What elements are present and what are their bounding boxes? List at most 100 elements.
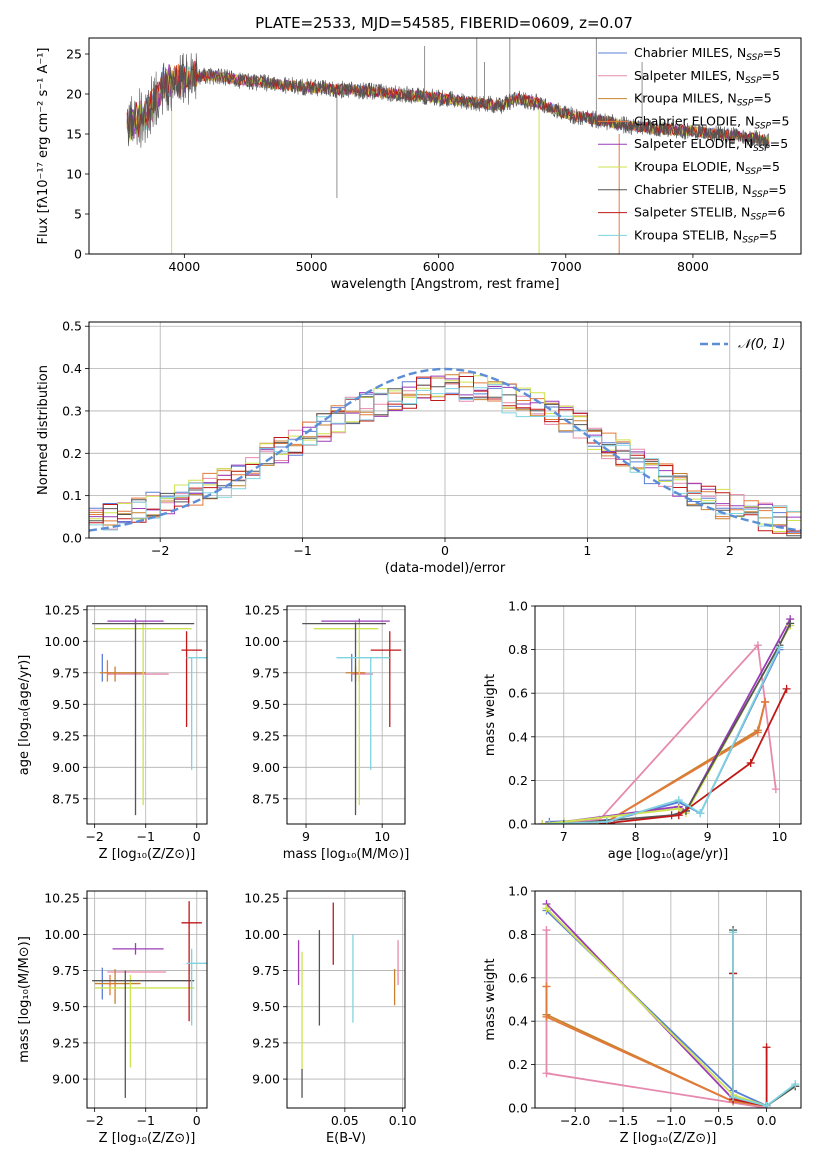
weight-marker (782, 684, 791, 693)
x-tick-label: 7000 (550, 259, 582, 274)
y-tick-label: 10 (66, 167, 82, 182)
y-tick-label: 8.75 (52, 791, 80, 806)
y-tick-label: 9.75 (52, 665, 80, 680)
x-tick-label: −1 (137, 829, 155, 844)
x-tick-label: −2.0 (560, 1113, 590, 1128)
y-tick-label: 9.75 (252, 963, 280, 978)
x-tick-label: 5000 (296, 259, 328, 274)
x-axis-label: E(B-V) (326, 1131, 366, 1146)
y-tick-label: 9.75 (52, 963, 80, 978)
weight-marker (545, 820, 554, 824)
y-tick-label: 9.25 (52, 728, 80, 743)
axes-frame (286, 890, 406, 1109)
y-tick-label: 0.5 (62, 319, 82, 334)
y-tick-label: 0.0 (508, 817, 528, 832)
x-tick-label: 0 (193, 1113, 201, 1128)
x-tick-label: 0.05 (331, 1113, 359, 1128)
y-tick-label: 9.75 (252, 665, 280, 680)
y-tick-label: 0.0 (62, 531, 82, 546)
x-tick-label: 4000 (168, 259, 200, 274)
weight-line (732, 932, 796, 1107)
weight-marker (696, 809, 705, 818)
legend-label: Salpeter ELODIE, NSSP=5 (634, 136, 788, 154)
legend-label: Salpeter MILES, NSSP=5 (634, 68, 780, 86)
plot-area (542, 900, 800, 1108)
x-tick-label: −2 (85, 829, 103, 844)
weight-marker (771, 785, 780, 794)
y-tick-label: 0.6 (508, 686, 528, 701)
y-tick-label: 0.6 (508, 970, 528, 985)
weight-line (549, 643, 777, 824)
x-tick-label: 9 (704, 829, 712, 844)
y-tick-label: 0.1 (62, 488, 82, 503)
x-tick-label: −0.5 (704, 1113, 734, 1128)
y-tick-label: 9.00 (52, 1072, 80, 1087)
y-tick-label: 10.00 (244, 927, 280, 942)
x-tick-label: 1 (583, 543, 591, 558)
y-tick-label: 10.00 (44, 634, 80, 649)
weight-marker (753, 641, 762, 650)
chart-residuals: −2 −1 0 1 2 0.0 0.1 0.2 0.3 0.4 0.5 (data-model)/er… (36, 319, 802, 576)
y-tick-label: 10.25 (244, 891, 280, 906)
y-tick-label: 9.50 (52, 697, 80, 712)
y-tick-label: 10.00 (244, 634, 280, 649)
x-tick-label: −1.5 (608, 1113, 638, 1128)
weight-marker (542, 982, 551, 991)
y-tick-label: 25 (66, 47, 82, 62)
x-tick-label: 0.0 (757, 1113, 777, 1128)
x-axis-label: (data-model)/error (385, 561, 506, 576)
plot-area (126, 38, 770, 254)
normal-curve (89, 367, 801, 532)
x-tick-label: −1 (293, 543, 311, 558)
x-tick-label: 9 (302, 829, 310, 844)
y-tick-label: 0.2 (62, 446, 82, 461)
y-tick-label: 10.25 (44, 602, 80, 617)
figure-title: PLATE=2533, MJD=54585, FIBERID=0609, z=0… (255, 14, 633, 32)
y-axis-label: age [log₁₀(age/yr)] (17, 655, 32, 776)
y-tick-label: 9.00 (252, 760, 280, 775)
chart-spectrum: 4000 5000 6000 7000 8000 0 5 10 15 20 25 wavelength… (36, 37, 802, 292)
legend: Chabrier MILES, NSSP=5 Salpeter MILES, NS… (598, 45, 789, 245)
y-tick-label: 10.25 (244, 602, 280, 617)
plot-area (89, 367, 801, 537)
weight-marker (674, 811, 683, 820)
x-axis-label: mass [log₁₀(M/M⊙)] (283, 847, 410, 862)
weight-marker (729, 928, 738, 937)
x-tick-label: 2 (726, 543, 734, 558)
chart-age_weight: 7 8 9 10 0.0 0.2 0.4 0.6 0.8 1.0 age [log₁₀(age/yr… (483, 599, 802, 862)
x-axis-label: age [log₁₀(age/yr)] (608, 847, 729, 862)
y-tick-label: 10.25 (44, 891, 80, 906)
y-tick-label: 10.00 (44, 927, 80, 942)
weight-marker (542, 1012, 551, 1021)
axes-frame (86, 890, 208, 1109)
y-tick-label: 0 (74, 247, 82, 262)
y-tick-label: 9.50 (252, 999, 280, 1014)
y-tick-label: 5 (74, 207, 82, 222)
plot-area (92, 618, 207, 816)
y-tick-label: 9.25 (52, 1035, 80, 1050)
chart-z_weight: −2.0 −1.5 −1.0 −0.5 0.0 0.0 0.2 0.4 0.6 0.8 1.0 Z [… (483, 884, 802, 1146)
weight-marker (729, 1093, 738, 1102)
weight-marker (786, 619, 795, 628)
weight-line (549, 647, 781, 824)
plot-area (302, 618, 402, 816)
y-tick-label: 0.8 (508, 642, 528, 657)
weight-marker (602, 817, 611, 824)
weight-line (545, 986, 767, 1107)
axes-frame (88, 321, 802, 539)
spectrum-data-line (126, 53, 770, 149)
plot-area (297, 902, 399, 1098)
chart-z_age: −2 −1 0 8.75 9.00 9.25 9.50 9.75 10.00 10.25 Z [lo… (17, 602, 208, 862)
x-axis-label: wavelength [Angstrom, rest frame] (331, 277, 560, 292)
y-axis-label: mass weight (483, 958, 498, 1040)
legend: 𝒩(0, 1) (700, 337, 785, 352)
y-tick-label: 9.50 (252, 697, 280, 712)
y-tick-label: 1.0 (508, 884, 528, 899)
x-tick-label: −1 (137, 1113, 155, 1128)
chart-ebv_mass: 0.05 0.10 9.00 9.25 9.50 9.75 10.00 10.25 E(B-V) (244, 890, 417, 1146)
y-axis-label: Normed distribution (36, 365, 51, 495)
axes-frame (86, 605, 208, 825)
y-tick-label: 9.00 (52, 760, 80, 775)
x-axis-label: Z [log₁₀(Z/Z⊙)] (620, 1131, 717, 1146)
